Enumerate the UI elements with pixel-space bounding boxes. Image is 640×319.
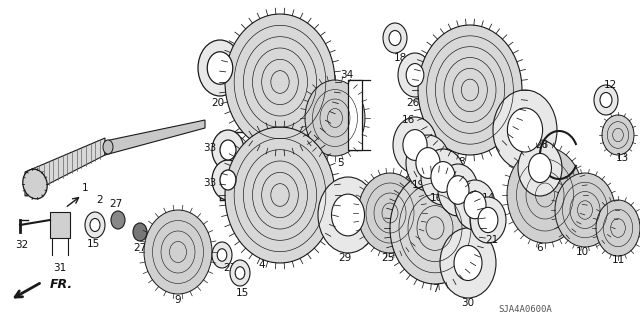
Text: 1: 1 — [82, 183, 88, 193]
Text: 15: 15 — [236, 288, 248, 298]
Ellipse shape — [103, 140, 113, 154]
Ellipse shape — [406, 63, 424, 86]
Text: 26: 26 — [406, 98, 420, 108]
Ellipse shape — [493, 90, 557, 170]
Text: 21: 21 — [485, 235, 499, 245]
Ellipse shape — [358, 173, 422, 253]
Ellipse shape — [403, 130, 427, 160]
Polygon shape — [105, 120, 205, 155]
Ellipse shape — [389, 31, 401, 46]
Text: 12: 12 — [604, 80, 616, 90]
Ellipse shape — [220, 140, 236, 160]
Text: 20: 20 — [211, 98, 225, 108]
Text: 4: 4 — [259, 260, 266, 270]
Ellipse shape — [447, 176, 469, 204]
Ellipse shape — [602, 115, 634, 155]
Ellipse shape — [212, 130, 244, 170]
Ellipse shape — [393, 117, 437, 173]
Text: 2: 2 — [97, 195, 103, 205]
Ellipse shape — [478, 207, 498, 233]
Text: 24: 24 — [520, 170, 534, 180]
Ellipse shape — [144, 210, 212, 294]
Ellipse shape — [225, 14, 335, 150]
Text: 10: 10 — [575, 247, 589, 257]
Text: 5: 5 — [337, 158, 343, 168]
Ellipse shape — [431, 162, 455, 192]
Text: 18: 18 — [394, 53, 406, 63]
Bar — [348, 80, 362, 150]
Ellipse shape — [332, 194, 365, 236]
Text: FR.: FR. — [50, 278, 73, 292]
Text: 19: 19 — [412, 180, 424, 190]
Ellipse shape — [398, 53, 432, 97]
Ellipse shape — [555, 173, 615, 247]
Ellipse shape — [207, 52, 233, 84]
Ellipse shape — [133, 223, 147, 241]
Ellipse shape — [230, 260, 250, 286]
Ellipse shape — [212, 160, 244, 200]
Text: 7: 7 — [432, 284, 438, 294]
Text: 16: 16 — [429, 193, 443, 203]
Ellipse shape — [507, 147, 583, 243]
Ellipse shape — [220, 170, 236, 190]
Text: 25: 25 — [381, 253, 395, 263]
Ellipse shape — [111, 211, 125, 229]
Text: SJA4A0600A: SJA4A0600A — [498, 306, 552, 315]
Ellipse shape — [416, 148, 440, 178]
Text: 34: 34 — [340, 70, 354, 80]
Ellipse shape — [236, 267, 245, 279]
Text: 15: 15 — [86, 239, 100, 249]
Text: 6: 6 — [537, 243, 543, 253]
Ellipse shape — [508, 108, 543, 152]
Ellipse shape — [212, 242, 232, 268]
Text: 8: 8 — [459, 157, 465, 167]
Text: 27: 27 — [133, 243, 147, 253]
Ellipse shape — [198, 40, 242, 96]
Text: 29: 29 — [339, 253, 351, 263]
Ellipse shape — [406, 135, 450, 191]
Text: 17: 17 — [453, 208, 467, 218]
Ellipse shape — [455, 180, 495, 230]
Ellipse shape — [23, 169, 47, 199]
Ellipse shape — [594, 85, 618, 115]
Text: 28: 28 — [536, 140, 548, 150]
Text: 14: 14 — [481, 193, 495, 203]
Ellipse shape — [438, 164, 478, 216]
Text: 30: 30 — [461, 298, 475, 308]
Ellipse shape — [454, 246, 482, 280]
Text: 22: 22 — [552, 202, 564, 212]
Ellipse shape — [418, 25, 522, 155]
Ellipse shape — [464, 191, 486, 219]
Text: 27: 27 — [109, 199, 123, 209]
Ellipse shape — [217, 249, 227, 261]
Text: 3: 3 — [259, 153, 266, 163]
Ellipse shape — [470, 197, 506, 243]
Ellipse shape — [421, 149, 465, 205]
Ellipse shape — [85, 212, 105, 238]
Ellipse shape — [518, 140, 562, 196]
PathPatch shape — [50, 212, 70, 238]
Ellipse shape — [596, 200, 640, 256]
Ellipse shape — [318, 177, 378, 253]
Polygon shape — [25, 138, 105, 196]
Ellipse shape — [90, 219, 100, 232]
Text: 32: 32 — [15, 240, 29, 250]
Ellipse shape — [440, 228, 496, 298]
Ellipse shape — [390, 172, 480, 284]
Text: 11: 11 — [611, 255, 625, 265]
Text: 31: 31 — [53, 263, 67, 273]
Text: 13: 13 — [616, 153, 628, 163]
Text: 33: 33 — [204, 143, 216, 153]
Text: 16: 16 — [401, 115, 415, 125]
Ellipse shape — [305, 80, 365, 156]
Ellipse shape — [383, 23, 407, 53]
Ellipse shape — [529, 153, 552, 182]
Text: 9: 9 — [175, 295, 181, 305]
Ellipse shape — [225, 127, 335, 263]
Ellipse shape — [600, 93, 612, 108]
Text: 33: 33 — [204, 178, 216, 188]
Text: 23: 23 — [223, 263, 237, 273]
